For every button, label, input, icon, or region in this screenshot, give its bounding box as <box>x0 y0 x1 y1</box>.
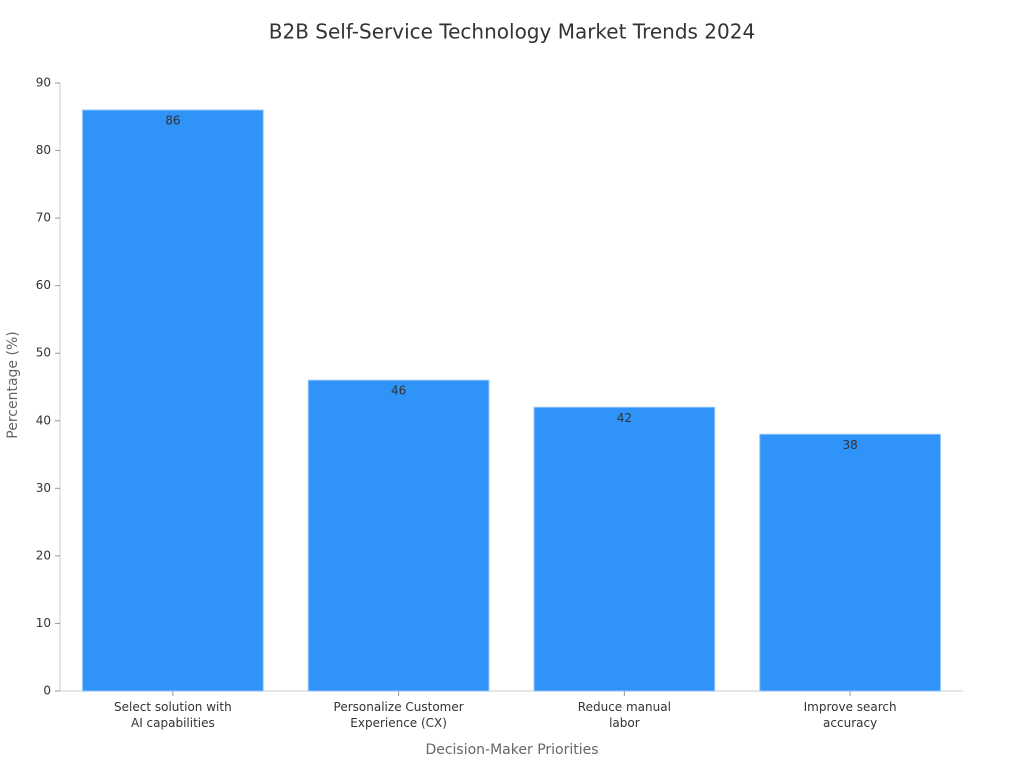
y-tick-label: 50 <box>36 346 51 360</box>
value-label: 42 <box>617 411 632 425</box>
chart-title: B2B Self-Service Technology Market Trend… <box>269 20 755 44</box>
y-tick-label: 90 <box>36 76 51 90</box>
y-axis-label: Percentage (%) <box>5 331 21 438</box>
y-tick-label: 60 <box>36 278 51 292</box>
bar <box>307 379 490 692</box>
x-tick-label: Select solution with AI capabilities <box>114 700 232 730</box>
y-tick-label: 10 <box>36 616 51 630</box>
x-tick-label: Improve search accuracy <box>803 700 897 730</box>
y-tick-label: 30 <box>36 481 51 495</box>
bar <box>759 433 941 692</box>
bar <box>533 406 716 692</box>
y-tick-label: 70 <box>36 211 51 225</box>
x-tick-label: Personalize Customer Experience (CX) <box>333 700 464 730</box>
y-tick-label: 40 <box>36 413 51 427</box>
y-tick-label: 0 <box>43 684 51 698</box>
value-label: 46 <box>391 384 406 398</box>
bar <box>82 109 264 692</box>
value-label: 86 <box>165 114 180 128</box>
value-label: 38 <box>842 438 857 452</box>
x-axis-label: Decision-Maker Priorities <box>425 742 598 758</box>
x-tick-label: Reduce manual labor <box>577 700 671 730</box>
y-tick-label: 20 <box>36 548 51 562</box>
y-tick-label: 80 <box>36 143 51 157</box>
